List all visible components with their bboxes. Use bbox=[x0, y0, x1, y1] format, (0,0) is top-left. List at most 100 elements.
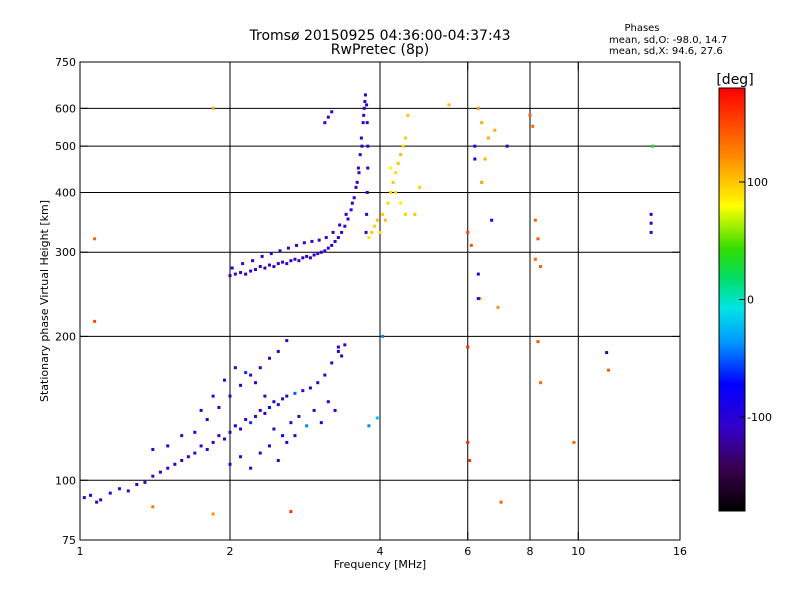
data-point bbox=[289, 510, 293, 514]
data-point bbox=[272, 427, 276, 431]
data-point bbox=[468, 458, 472, 462]
data-point bbox=[310, 239, 314, 243]
data-point bbox=[281, 397, 285, 401]
data-point bbox=[607, 368, 611, 372]
data-point bbox=[297, 414, 301, 418]
data-point bbox=[605, 351, 609, 355]
data-point bbox=[375, 416, 379, 420]
data-point bbox=[263, 394, 267, 398]
data-point bbox=[533, 218, 537, 222]
data-point bbox=[316, 252, 320, 256]
data-point bbox=[357, 171, 361, 175]
data-point bbox=[99, 498, 103, 502]
data-point bbox=[476, 106, 480, 110]
data-point bbox=[82, 496, 86, 500]
data-point bbox=[263, 266, 267, 270]
data-point bbox=[401, 144, 405, 148]
data-point bbox=[317, 238, 321, 242]
data-point bbox=[263, 411, 267, 415]
data-point bbox=[373, 224, 377, 228]
data-point bbox=[331, 230, 335, 234]
y-tick-labels: 75 100 200 300 400 500 600 750 bbox=[55, 56, 76, 547]
data-point bbox=[93, 237, 97, 241]
data-point bbox=[649, 230, 653, 234]
data-point bbox=[258, 366, 262, 370]
data-point bbox=[228, 430, 232, 434]
data-point bbox=[293, 391, 297, 395]
data-point bbox=[276, 403, 280, 407]
y-tick-label: 200 bbox=[55, 330, 76, 343]
data-point bbox=[228, 274, 232, 278]
data-point bbox=[251, 259, 255, 263]
data-point bbox=[180, 458, 184, 462]
data-point bbox=[135, 482, 139, 486]
data-point bbox=[228, 462, 232, 466]
chart-subtitle: RwPretec (8p) bbox=[331, 42, 429, 58]
data-point bbox=[536, 340, 540, 344]
data-point bbox=[293, 257, 297, 261]
data-point bbox=[326, 115, 330, 119]
data-point bbox=[533, 257, 537, 261]
data-point bbox=[363, 100, 367, 104]
data-point bbox=[323, 249, 327, 253]
data-point bbox=[466, 230, 470, 234]
data-point bbox=[394, 171, 398, 175]
data-point bbox=[355, 180, 359, 184]
axis-ticks bbox=[79, 61, 681, 541]
data-point bbox=[389, 166, 393, 170]
y-tick-label: 750 bbox=[55, 56, 76, 69]
data-point bbox=[272, 265, 276, 269]
data-point bbox=[217, 405, 221, 409]
data-point bbox=[399, 153, 403, 157]
data-point bbox=[319, 421, 323, 425]
data-point bbox=[370, 230, 374, 234]
data-point bbox=[223, 378, 227, 382]
data-point bbox=[302, 241, 306, 245]
data-point bbox=[223, 437, 227, 441]
data-point bbox=[651, 144, 655, 148]
colorbar-tick-label: 100 bbox=[747, 176, 768, 189]
data-point bbox=[173, 462, 177, 466]
data-point bbox=[505, 144, 509, 148]
data-point bbox=[239, 427, 243, 431]
data-point bbox=[536, 237, 540, 241]
data-point bbox=[193, 451, 197, 455]
data-point bbox=[473, 144, 477, 148]
data-point bbox=[93, 319, 97, 323]
data-point bbox=[199, 408, 203, 412]
data-point bbox=[466, 345, 470, 349]
data-point bbox=[305, 424, 309, 428]
colorbar-ticks: 100 0 -100 bbox=[739, 176, 772, 424]
data-point bbox=[391, 180, 395, 184]
y-axis-label: Stationary phase Virtual Height [km] bbox=[38, 200, 51, 402]
data-point bbox=[308, 256, 312, 260]
x-tick-label: 2 bbox=[227, 545, 234, 558]
data-point bbox=[233, 272, 237, 276]
data-point bbox=[396, 161, 400, 165]
data-point bbox=[211, 512, 215, 516]
chart-title: Tromsø 20150925 04:36:00-04:37:43 bbox=[249, 28, 511, 44]
data-point bbox=[180, 434, 184, 438]
data-point bbox=[349, 208, 353, 212]
data-point bbox=[253, 268, 257, 272]
data-point bbox=[117, 487, 121, 491]
data-point bbox=[319, 250, 323, 254]
data-point bbox=[285, 394, 289, 398]
data-point bbox=[151, 447, 155, 451]
data-point bbox=[447, 103, 451, 107]
data-point bbox=[381, 212, 385, 216]
data-point bbox=[413, 212, 417, 216]
data-point bbox=[364, 230, 368, 234]
colorbar-tick-label: -100 bbox=[747, 411, 772, 424]
data-point bbox=[301, 389, 305, 393]
data-point bbox=[205, 418, 209, 422]
x-axis-label: Frequency [MHz] bbox=[334, 558, 426, 571]
data-point bbox=[241, 262, 245, 266]
data-point bbox=[249, 421, 253, 425]
data-point bbox=[158, 470, 162, 474]
data-point bbox=[326, 400, 330, 404]
grid-lines bbox=[80, 62, 680, 540]
data-point bbox=[323, 373, 327, 377]
data-point bbox=[186, 455, 190, 459]
